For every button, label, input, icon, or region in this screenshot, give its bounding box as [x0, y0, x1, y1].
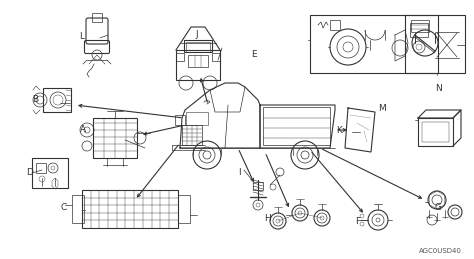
- Text: H: H: [264, 214, 271, 223]
- Bar: [422, 122, 449, 142]
- Bar: [253, 182, 263, 190]
- Text: N: N: [435, 84, 442, 92]
- Text: AGC0USD40: AGC0USD40: [419, 248, 462, 254]
- Text: G: G: [435, 203, 442, 212]
- Bar: [182, 125, 202, 145]
- Text: C: C: [61, 203, 67, 212]
- Text: K: K: [336, 126, 342, 135]
- Bar: [72, 195, 84, 223]
- Bar: [310, 15, 438, 73]
- Text: D: D: [26, 168, 33, 177]
- Text: J: J: [195, 31, 198, 39]
- Bar: [184, 40, 212, 52]
- Bar: [186, 42, 210, 52]
- Bar: [418, 118, 453, 146]
- Bar: [411, 20, 429, 32]
- Text: A: A: [80, 125, 86, 134]
- Bar: [176, 53, 184, 61]
- Text: I: I: [238, 168, 241, 177]
- Bar: [176, 50, 220, 80]
- Bar: [92, 13, 102, 22]
- Bar: [263, 107, 330, 145]
- Bar: [330, 20, 340, 30]
- Bar: [82, 190, 178, 228]
- Bar: [212, 53, 220, 61]
- Text: B: B: [33, 95, 38, 104]
- Text: L: L: [79, 32, 84, 41]
- Bar: [410, 23, 428, 37]
- Bar: [188, 55, 208, 67]
- Text: F: F: [356, 217, 360, 226]
- Bar: [178, 195, 190, 223]
- Bar: [93, 118, 137, 158]
- Bar: [175, 115, 185, 125]
- Text: M: M: [378, 104, 385, 113]
- Bar: [32, 158, 68, 188]
- Bar: [405, 15, 465, 73]
- Text: E: E: [251, 50, 256, 59]
- Bar: [43, 88, 71, 112]
- Bar: [36, 163, 46, 173]
- Bar: [186, 112, 208, 125]
